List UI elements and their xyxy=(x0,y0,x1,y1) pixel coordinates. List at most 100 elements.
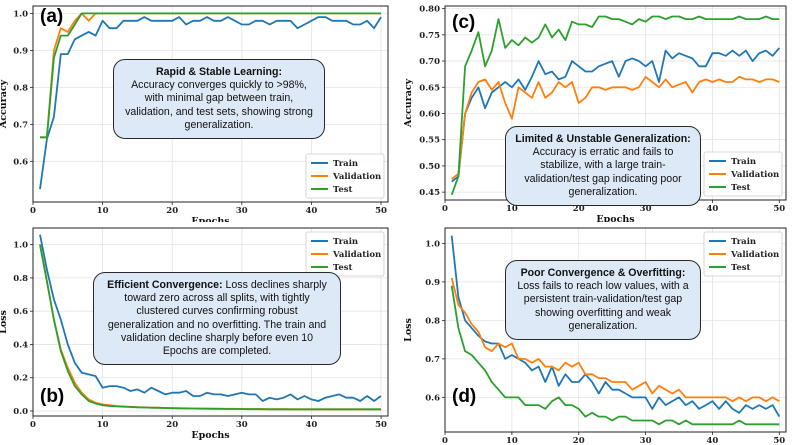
legend-label-validation: Validation xyxy=(730,250,779,260)
series-line-train xyxy=(39,16,382,190)
x-tick-label: 10 xyxy=(506,436,518,445)
chart-panel-b: 0 10 20 30 40 50 0.0 0.2 0.4 0.6 0.8 1.0 Epochs Loss T… xyxy=(0,227,389,441)
series-line-train xyxy=(39,234,382,402)
legend-label-test: Test xyxy=(731,183,751,193)
y-tick-label: 0.50 xyxy=(419,162,440,172)
y-tick-label: 0.45 xyxy=(419,188,440,198)
x-axis-label: Epochs xyxy=(191,430,229,441)
series-line-test xyxy=(39,244,381,411)
chart-panel-a: 0 10 20 30 40 50 0.6 0.7 0.8 0.9 1.0 Epochs Accuracy… xyxy=(0,5,389,222)
legend-label-test: Test xyxy=(333,263,353,273)
x-tick-label: 30 xyxy=(236,420,248,430)
legend-label-train: Train xyxy=(731,157,756,167)
x-tick-label: 0 xyxy=(30,420,36,430)
legend-label-validation: Validation xyxy=(332,172,381,182)
plot-frame xyxy=(444,227,787,433)
annotation-box-c: Limited & Unstable Generalization: Accur… xyxy=(505,126,701,207)
annotation-title-a: Rapid & Stable Learning: xyxy=(156,66,282,78)
y-tick-label: 0.7 xyxy=(13,120,28,130)
y-tick-label: 0.6 xyxy=(13,157,28,167)
annotation-text-a: Accuracy converges quickly to >98%, with… xyxy=(125,79,313,131)
series-line-train xyxy=(450,235,781,418)
y-tick-label: 0.8 xyxy=(425,316,440,326)
legend-label-validation: Validation xyxy=(332,250,381,260)
x-tick-label: 50 xyxy=(375,420,387,430)
legend-label-train: Train xyxy=(333,159,358,169)
y-tick-label: 0.60 xyxy=(419,109,440,119)
x-tick-label: 10 xyxy=(97,420,109,430)
legend-box xyxy=(703,151,783,197)
panel-label-b: (b) xyxy=(40,386,65,407)
y-tick-label: 0.8 xyxy=(13,274,28,284)
annotation-box-b: Efficient Convergence: Loss declines sha… xyxy=(93,272,341,366)
x-tick-label: 50 xyxy=(375,206,387,216)
x-axis-label: Epochs xyxy=(191,216,229,222)
y-tick-label: 0.9 xyxy=(13,46,28,56)
legend-box xyxy=(305,231,385,277)
y-axis-label: Accuracy xyxy=(0,79,9,129)
annotation-box-d: Poor Convergence & Overfitting: Loss fai… xyxy=(505,260,701,341)
annotation-title-c: Limited & Unstable Generalization: xyxy=(515,133,691,145)
y-tick-label: 0.7 xyxy=(425,355,440,365)
legend-box xyxy=(703,231,783,277)
x-tick-label: 0 xyxy=(442,204,448,214)
legend-label-test: Test xyxy=(731,263,751,273)
y-tick-label: 1.0 xyxy=(425,239,440,249)
annotation-text-b: Loss declines sharply toward zero across… xyxy=(107,279,327,358)
series-line-test xyxy=(40,12,381,139)
annotation-box-a: Rapid & Stable Learning: Accuracy conver… xyxy=(113,59,325,140)
x-tick-label: 10 xyxy=(506,204,518,214)
x-tick-label: 50 xyxy=(773,436,785,445)
legend-label-validation: Validation xyxy=(730,170,779,180)
y-tick-label: 0.8 xyxy=(13,83,28,93)
y-axis-label: Accuracy xyxy=(403,78,414,128)
legend-label-train: Train xyxy=(333,237,358,247)
x-tick-label: 40 xyxy=(306,206,318,216)
y-tick-label: 0.2 xyxy=(13,374,28,384)
y-axis-label: Loss xyxy=(0,310,9,334)
annotation-title-d: Poor Convergence & Overfitting: xyxy=(520,267,686,279)
series-line-test xyxy=(450,15,780,196)
x-tick-label: 50 xyxy=(773,204,785,214)
x-tick-label: 0 xyxy=(442,436,448,445)
x-axis-label: Epochs xyxy=(596,214,634,222)
y-tick-label: 0.6 xyxy=(425,393,440,403)
x-tick-label: 30 xyxy=(236,206,248,216)
x-tick-label: 40 xyxy=(306,420,318,430)
x-tick-label: 0 xyxy=(30,206,36,216)
x-tick-label: 20 xyxy=(573,204,585,214)
y-axis-label: Loss xyxy=(403,318,414,342)
x-tick-label: 20 xyxy=(573,436,585,445)
plot-frame xyxy=(32,227,389,417)
legend-label-test: Test xyxy=(333,185,353,195)
y-tick-label: 0.0 xyxy=(13,407,28,417)
y-tick-label: 1.0 xyxy=(13,9,28,19)
legend-label-train: Train xyxy=(731,237,756,247)
panel-label-d: (d) xyxy=(452,386,477,407)
y-tick-label: 0.70 xyxy=(419,57,440,67)
annotation-text-c: Accuracy is erratic and fails to stabili… xyxy=(524,146,682,198)
series-line-test xyxy=(450,285,780,426)
panel-label-a: (a) xyxy=(40,6,64,27)
legend-box xyxy=(305,153,385,199)
panel-label-c: (c) xyxy=(452,12,476,33)
x-tick-label: 40 xyxy=(707,204,719,214)
series-line-validation xyxy=(451,75,780,180)
x-tick-label: 20 xyxy=(166,206,178,216)
series-line-train xyxy=(451,47,780,183)
y-tick-label: 0.75 xyxy=(419,31,440,41)
x-tick-label: 10 xyxy=(97,206,109,216)
y-tick-label: 0.80 xyxy=(419,5,440,15)
y-tick-label: 0.6 xyxy=(13,307,28,317)
plot-frame xyxy=(32,5,389,203)
x-tick-label: 30 xyxy=(640,436,652,445)
y-tick-label: 0.4 xyxy=(13,340,28,350)
annotation-title-b: Efficient Convergence: xyxy=(107,279,223,291)
x-tick-label: 40 xyxy=(707,436,719,445)
y-tick-label: 0.9 xyxy=(425,278,440,288)
y-tick-label: 0.65 xyxy=(419,83,440,93)
series-line-validation xyxy=(450,277,780,403)
x-tick-label: 30 xyxy=(640,204,652,214)
x-tick-label: 20 xyxy=(166,420,178,430)
annotation-text-d: Loss fails to reach low values, with a p… xyxy=(517,280,689,332)
